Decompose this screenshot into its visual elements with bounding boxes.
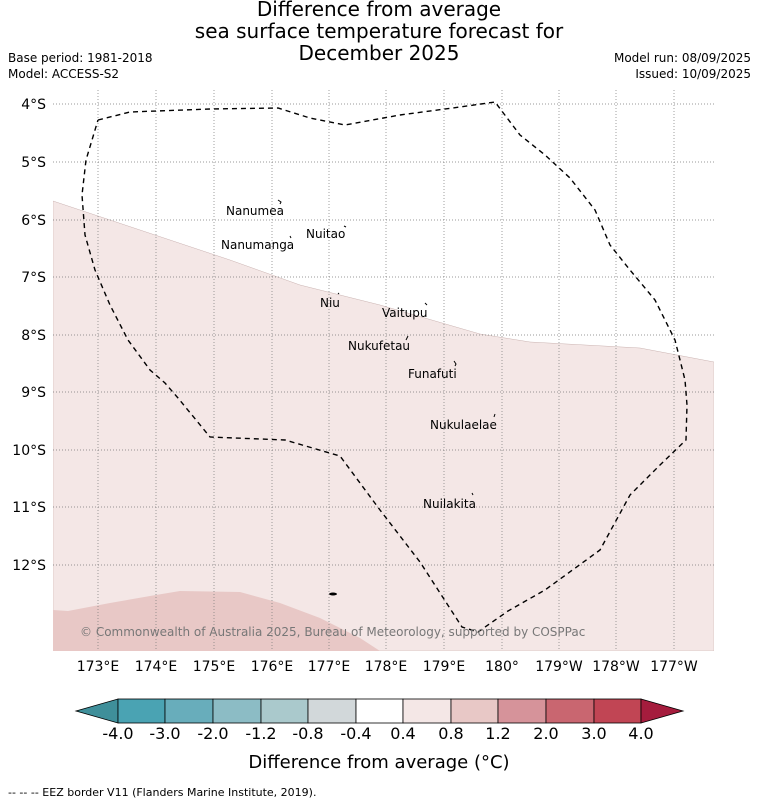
colorbar-extend-low [74, 698, 119, 724]
colorbar-tick: -4.0 [102, 724, 134, 743]
colorbar-segment [450, 698, 499, 724]
eez-border [81, 101, 688, 633]
copyright-text: © Commonwealth of Australia 2025, Bureau… [80, 625, 585, 639]
lon-label: 174°E [135, 659, 178, 675]
colorbar-segment [307, 698, 357, 724]
colorbar-tick: -3.0 [149, 724, 181, 743]
colorbar-segment [402, 698, 452, 724]
colorbar-segment [355, 698, 404, 724]
island-markers [277, 199, 496, 496]
eez-legend-note: -- -- -- EEZ border V11 (Flanders Marine… [8, 786, 317, 799]
small-island-shape [329, 592, 337, 596]
model-run: Model run: 08/09/2025 [613, 51, 751, 65]
map-gridlines [53, 90, 714, 651]
lon-label: 179°W [535, 659, 583, 675]
lon-label: 175°E [193, 659, 236, 675]
island-labels: Nanumea Nuitao Nanumanga Niu Vaitupu Nuk… [221, 204, 497, 511]
chart-title: Difference from average sea surface temp… [0, 0, 758, 64]
map-plot-area [53, 90, 714, 651]
colorbar-segment [593, 698, 642, 724]
island-label-nanumea: Nanumea [226, 204, 284, 218]
lat-label: 5°S [21, 155, 46, 171]
lat-label: 10°S [12, 443, 46, 459]
island-shape-nanumea [277, 199, 282, 205]
colorbar-segment [497, 698, 547, 724]
island-shape-vaitupu [424, 302, 428, 306]
title-line-2: sea surface temperature forecast for [194, 19, 564, 43]
island-label-niu: Niu [320, 296, 340, 310]
island-shape-nanumanga [289, 235, 292, 239]
lat-label: 7°S [21, 270, 46, 286]
anomaly-region-mid [53, 591, 380, 651]
lat-labels: 4°S 5°S 6°S 7°S 8°S 9°S 10°S 11°S 12°S [12, 97, 46, 574]
lon-label: 173°E [77, 659, 120, 675]
colorbar-segment [545, 698, 595, 724]
island-label-nukufetau: Nukufetau [348, 339, 410, 353]
lat-label: 12°S [12, 558, 46, 574]
colorbar-tick-labels: -4.0 -3.0 -2.0 -1.2 -0.8 -0.4 0.4 0.8 1.… [0, 724, 758, 744]
island-shape-funafuti [453, 360, 457, 367]
meta-right: Model run: 08/09/2025 Issued: 10/09/2025 [614, 50, 751, 82]
island-label-nukulaelae: Nukulaelae [430, 418, 497, 432]
colorbar-label: Difference from average (°C) [248, 752, 510, 773]
colorbar-tick: 2.0 [533, 724, 559, 743]
anomaly-region-light [53, 200, 714, 651]
colorbar [74, 698, 685, 724]
meta-left: Base period: 1981-2018 Model: ACCESS-S2 [8, 50, 153, 82]
colorbar-tick: -1.2 [245, 724, 277, 743]
colorbar-tick: 3.0 [581, 724, 607, 743]
island-shape-nuilakita [471, 492, 474, 496]
colorbar-tick: -2.0 [197, 724, 229, 743]
lon-label: 180° [485, 659, 519, 675]
island-label-funafuti: Funafuti [408, 367, 457, 381]
island-label-vaitupu: Vaitupu [382, 306, 428, 320]
issued-date: Issued: 10/09/2025 [635, 67, 751, 81]
island-shape-nukulaelae [493, 413, 496, 418]
lon-label: 178°W [592, 659, 640, 675]
lon-labels: 173°E 174°E 175°E 176°E 177°E 178°E 179°… [77, 659, 698, 675]
colorbar-segment [164, 698, 214, 724]
lon-label: 178°E [365, 659, 408, 675]
colorbar-tick: -0.4 [340, 724, 372, 743]
lon-label: 176°E [251, 659, 294, 675]
island-label-nanumanga: Nanumanga [221, 238, 294, 252]
colorbar-extend-high [640, 698, 685, 724]
island-shape-nukufetau [405, 335, 409, 341]
lat-label: 9°S [21, 385, 46, 401]
island-shape-niu [337, 292, 340, 295]
colorbar-tick: 0.8 [438, 724, 464, 743]
lon-label: 177°W [650, 659, 698, 675]
island-shape-nuitao [343, 225, 347, 228]
lat-label: 8°S [21, 328, 46, 344]
lon-label: 177°E [308, 659, 351, 675]
island-label-nuitao: Nuitao [306, 227, 345, 241]
colorbar-tick: 1.2 [485, 724, 511, 743]
model-name: Model: ACCESS-S2 [8, 67, 120, 81]
lat-label: 6°S [21, 213, 46, 229]
colorbar-segment [117, 698, 166, 724]
title-line-1: Difference from average [256, 0, 502, 21]
title-line-3: December 2025 [298, 41, 460, 65]
lat-label: 11°S [12, 500, 46, 516]
colorbar-tick: 0.4 [390, 724, 416, 743]
colorbar-segment [212, 698, 262, 724]
lon-label: 179°E [423, 659, 466, 675]
base-period: Base period: 1981-2018 [8, 51, 153, 65]
colorbar-tick: -0.8 [292, 724, 324, 743]
colorbar-segment [260, 698, 309, 724]
colorbar-tick: 4.0 [628, 724, 654, 743]
island-label-nuilakita: Nuilakita [423, 497, 476, 511]
lat-label: 4°S [21, 97, 46, 113]
